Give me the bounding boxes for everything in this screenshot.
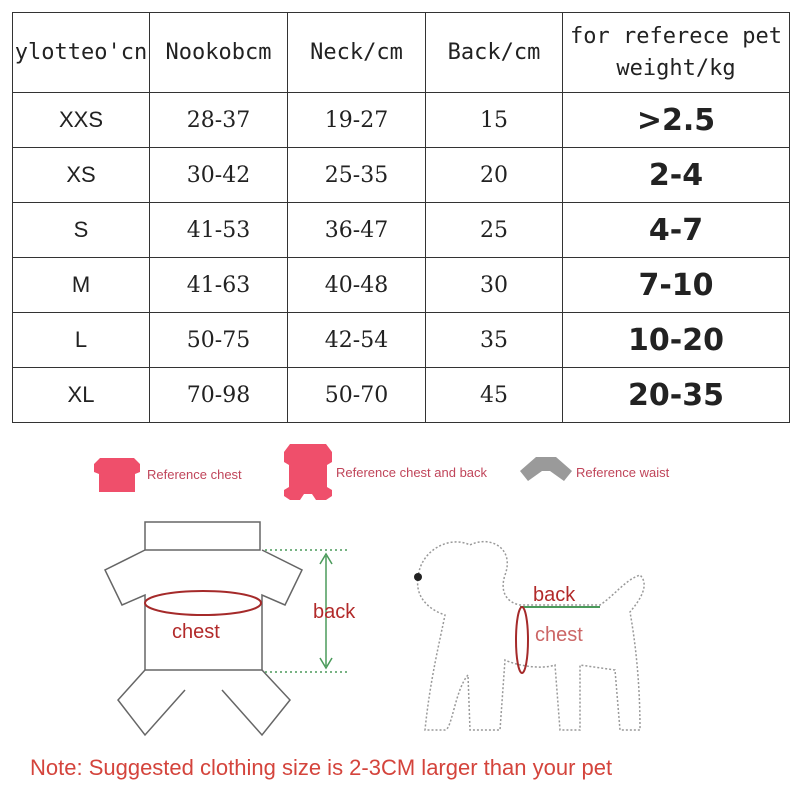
cell-weight: 7-10: [562, 257, 790, 313]
dog-nose: [414, 573, 422, 581]
dog-outline: [416, 540, 645, 731]
table-row: XS 30-42 25-35 20 2-4: [12, 147, 790, 203]
cell-back: 20: [425, 147, 563, 203]
cell-chest: 70-98: [149, 367, 288, 423]
cell-neck: 50-70: [287, 367, 426, 423]
back-measure: [265, 549, 350, 673]
cell-back: 45: [425, 367, 563, 423]
cell-weight: >2.5: [562, 92, 790, 148]
legend-reference-waist: Reference waist: [576, 465, 670, 480]
cell-size: M: [12, 257, 150, 313]
cell-weight: 4-7: [562, 202, 790, 258]
dog-chest-line: [515, 606, 529, 674]
legend-reference-chest-and-back: Reference chest and back: [336, 465, 488, 480]
cell-neck: 36-47: [287, 202, 426, 258]
header-size: ylotteo'cn: [12, 12, 150, 93]
garment-chest-line: [144, 590, 262, 616]
cell-weight: 2-4: [562, 147, 790, 203]
garment-chest-label: chest: [172, 621, 220, 643]
cell-back: 30: [425, 257, 563, 313]
table-row: XL 70-98 50-70 45 20-35: [12, 367, 790, 423]
cell-neck: 19-27: [287, 92, 426, 148]
cell-neck: 40-48: [287, 257, 426, 313]
waist-icon: [520, 457, 572, 481]
shirt-icon: [94, 458, 140, 492]
size-note: Note: Suggested clothing size is 2-3CM l…: [30, 755, 613, 780]
jumpsuit-icon: [284, 444, 332, 500]
table-row: XXS 28-37 19-27 15 >2.5: [12, 92, 790, 148]
dog-chest-label: chest: [535, 624, 583, 646]
cell-size: XXS: [12, 92, 150, 148]
cell-chest: 41-63: [149, 257, 288, 313]
size-table: ylotteo'cn Nookobcm Neck/cm Back/cm for …: [12, 12, 790, 423]
dog-back-label: back: [533, 584, 576, 606]
cell-weight: 10-20: [562, 312, 790, 368]
cell-size: S: [12, 202, 150, 258]
garment-outline: [104, 521, 303, 737]
cell-size: XL: [12, 367, 150, 423]
header-neck: Neck/cm: [287, 12, 426, 93]
cell-size: XS: [12, 147, 150, 203]
cell-back: 15: [425, 92, 563, 148]
table-row: L 50-75 42-54 35 10-20: [12, 312, 790, 368]
legend-reference-chest: Reference chest: [147, 467, 242, 482]
header-weight: for referece pet weight/kg: [562, 12, 790, 93]
cell-back: 25: [425, 202, 563, 258]
table-row: M 41-63 40-48 30 7-10: [12, 257, 790, 313]
cell-chest: 28-37: [149, 92, 288, 148]
table-row: S 41-53 36-47 25 4-7: [12, 202, 790, 258]
cell-weight: 20-35: [562, 367, 790, 423]
garment-back-label: back: [313, 601, 356, 623]
header-chest: Nookobcm: [149, 12, 288, 93]
